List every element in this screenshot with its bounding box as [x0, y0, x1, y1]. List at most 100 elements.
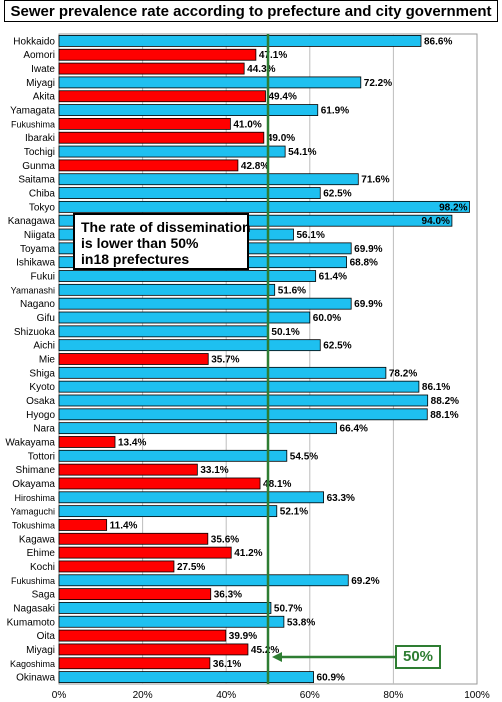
category-label: Iwate	[31, 64, 55, 75]
category-label: Gifu	[37, 313, 55, 324]
annotation-box: The rate of dissemination is lower than …	[73, 213, 251, 270]
bar	[58, 214, 453, 227]
bar	[58, 283, 276, 296]
value-label: 88.1%	[430, 410, 458, 421]
category-label: Fukushima	[11, 119, 55, 129]
category-label: Shiga	[29, 368, 55, 379]
bar	[58, 366, 387, 379]
value-label: 33.1%	[200, 465, 228, 476]
category-label: Nagasaki	[13, 603, 55, 614]
bar	[58, 463, 198, 476]
value-label: 69.9%	[354, 299, 382, 310]
value-label: 45.2%	[251, 645, 279, 656]
x-tick-label: 20%	[133, 690, 153, 701]
bar	[58, 657, 211, 670]
value-label: 66.4%	[340, 424, 368, 435]
category-label: Yamanashi	[11, 285, 55, 295]
value-label: 60.0%	[313, 313, 341, 324]
bar	[58, 48, 257, 61]
x-tick-label: 60%	[300, 690, 320, 701]
value-label: 68.8%	[350, 258, 378, 269]
category-label: Hiroshima	[14, 493, 55, 503]
bar	[58, 145, 286, 158]
category-label: Tottori	[28, 451, 55, 462]
category-label: Aichi	[33, 341, 55, 352]
reference-label: 50%	[395, 645, 441, 669]
bar	[58, 491, 324, 504]
bar	[58, 519, 108, 531]
bar	[58, 546, 232, 559]
x-tick-label: 100%	[464, 690, 490, 701]
bar	[58, 297, 352, 310]
category-label: Mie	[39, 355, 56, 366]
bar	[58, 394, 429, 407]
bar	[58, 532, 209, 545]
value-label: 13.4%	[118, 437, 146, 448]
bar	[58, 187, 321, 199]
value-label: 53.8%	[287, 617, 315, 628]
category-label: Niigata	[24, 230, 56, 241]
value-label: 36.1%	[213, 659, 241, 670]
value-label: 88.2%	[431, 396, 459, 407]
value-label: 42.8%	[241, 161, 269, 172]
category-label: Miyagi	[26, 645, 55, 656]
value-label: 78.2%	[389, 368, 417, 379]
bar	[58, 602, 272, 614]
category-label: Kyoto	[29, 382, 55, 393]
bar	[58, 76, 362, 89]
bar	[58, 615, 285, 628]
bar	[58, 436, 116, 448]
value-label: 86.6%	[424, 36, 452, 47]
bar	[58, 104, 319, 116]
category-label: Fukushima	[11, 576, 55, 586]
value-label: 56.1%	[296, 230, 324, 241]
value-label: 51.6%	[278, 285, 306, 296]
reference-arrowhead	[272, 652, 282, 662]
value-label: 11.4%	[110, 520, 138, 531]
value-label: 47.1%	[259, 50, 287, 61]
category-label: Nara	[33, 424, 55, 435]
value-label: 63.3%	[327, 493, 355, 504]
bar	[58, 380, 420, 393]
category-label: Gunma	[22, 161, 55, 172]
value-label: 35.6%	[211, 534, 239, 545]
bar	[58, 353, 209, 365]
value-label: 60.9%	[317, 673, 345, 684]
chart-title: Sewer prevalence rate according to prefe…	[4, 0, 498, 22]
bar	[58, 408, 428, 421]
value-label: 44.3%	[247, 64, 275, 75]
category-label: Fukui	[31, 272, 55, 283]
value-label: 71.6%	[361, 175, 389, 186]
value-label: 54.5%	[290, 451, 318, 462]
category-label: Okinawa	[16, 673, 55, 684]
category-label: Yamaguchi	[11, 507, 55, 517]
category-label: Tokyo	[29, 202, 56, 213]
category-label: Oita	[37, 631, 56, 642]
bar	[58, 505, 278, 518]
category-label: Kagoshima	[10, 659, 55, 669]
value-label: 48.1%	[263, 479, 291, 490]
value-label: 98.2%	[439, 202, 467, 213]
bar	[58, 449, 288, 462]
bar	[58, 173, 359, 186]
category-label: Okayama	[12, 479, 55, 490]
value-label: 52.1%	[280, 507, 308, 518]
value-label: 94.0%	[422, 216, 450, 227]
value-label: 54.1%	[288, 147, 316, 158]
category-labels: Hokkaido Aomori Iwate Miyagi Akita Yamagata Fu…	[5, 36, 55, 683]
value-label: 62.5%	[323, 341, 351, 352]
category-label: Kochi	[30, 562, 55, 573]
bar	[58, 90, 266, 103]
category-label: Wakayama	[5, 437, 55, 448]
value-label: 61.9%	[321, 106, 349, 117]
value-label: 49.4%	[268, 92, 296, 103]
bar	[58, 325, 269, 338]
bar	[58, 671, 314, 683]
value-label: 72.2%	[364, 78, 392, 89]
category-label: Kagawa	[19, 534, 56, 545]
value-label: 86.1%	[422, 382, 450, 393]
value-label: 50.7%	[274, 603, 302, 614]
category-label: Ishikawa	[16, 258, 55, 269]
bar	[58, 62, 245, 75]
